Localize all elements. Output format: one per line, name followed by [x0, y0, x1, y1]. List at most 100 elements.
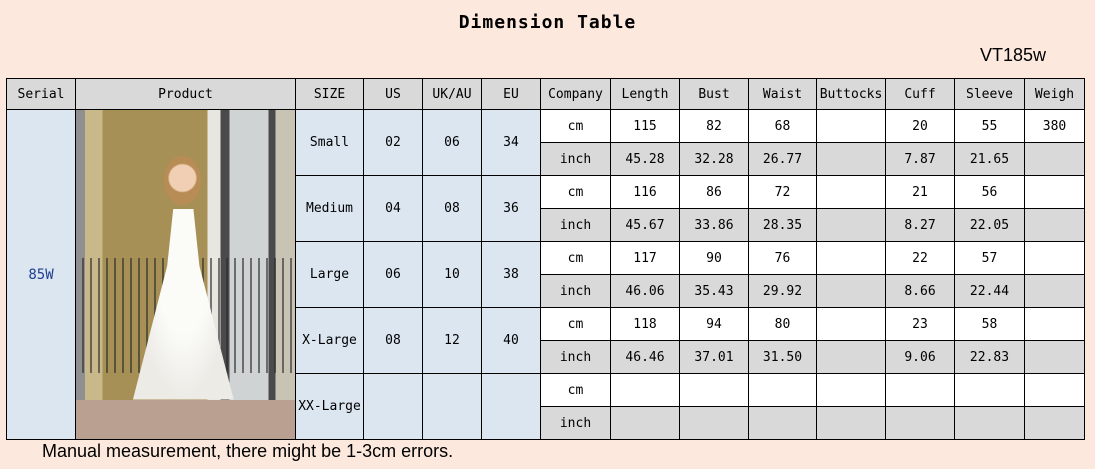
uk-au-size-cell — [422, 373, 482, 440]
waist-cell: 28.35 — [748, 208, 817, 242]
weigh-cell — [1024, 373, 1085, 407]
waist-cell: 31.50 — [748, 340, 817, 374]
length-cell: 115 — [610, 109, 680, 143]
sleeve-cell: 22.44 — [954, 274, 1025, 308]
size-cell: X-Large — [295, 307, 364, 374]
table-row: inch 46.46 37.01 31.50 9.06 22.83 — [7, 340, 1085, 374]
column-header: Serial — [6, 78, 76, 110]
cuff-cell: 20 — [885, 109, 955, 143]
eu-size-cell: 38 — [481, 241, 541, 308]
weigh-cell — [1024, 406, 1085, 440]
sleeve-cell: 56 — [954, 175, 1025, 209]
eu-size-cell — [481, 373, 541, 440]
size-cell: Small — [295, 109, 364, 176]
length-cell — [610, 373, 680, 407]
serial-cell: 85W — [6, 109, 76, 440]
bust-cell — [679, 373, 749, 407]
bust-cell: 37.01 — [679, 340, 749, 374]
length-cell — [610, 406, 680, 440]
length-cell: 118 — [610, 307, 680, 341]
column-header: UK/AU — [422, 78, 482, 110]
cuff-cell: 22 — [885, 241, 955, 275]
column-header: US — [363, 78, 423, 110]
buttocks-cell — [816, 109, 886, 143]
column-header: Length — [610, 78, 680, 110]
weigh-cell — [1024, 208, 1085, 242]
bust-cell: 35.43 — [679, 274, 749, 308]
column-header: Company — [540, 78, 611, 110]
eu-size-cell: 34 — [481, 109, 541, 176]
weigh-cell — [1024, 274, 1085, 308]
uk-au-size-cell: 12 — [422, 307, 482, 374]
dimension-table: Serial Product SIZE US UK/AU EU Company Length B… — [6, 78, 1085, 440]
length-cell: 117 — [610, 241, 680, 275]
length-cell: 46.46 — [610, 340, 680, 374]
column-header: Bust — [679, 78, 749, 110]
cuff-cell: 23 — [885, 307, 955, 341]
cuff-cell: 8.66 — [885, 274, 955, 308]
waist-cell — [748, 373, 817, 407]
bust-cell: 94 — [679, 307, 749, 341]
weigh-cell — [1024, 175, 1085, 209]
bust-cell: 90 — [679, 241, 749, 275]
size-cell: Large — [295, 241, 364, 308]
sleeve-cell — [954, 406, 1025, 440]
column-header: Product — [75, 78, 296, 110]
unit-cell: cm — [540, 175, 611, 209]
column-header: Waist — [748, 78, 817, 110]
buttocks-cell — [816, 373, 886, 407]
waist-cell: 29.92 — [748, 274, 817, 308]
unit-cell: inch — [540, 142, 611, 176]
page-title: Dimension Table — [458, 12, 637, 33]
size-cell: Medium — [295, 175, 364, 242]
bust-cell: 82 — [679, 109, 749, 143]
column-header: Cuff — [885, 78, 955, 110]
unit-cell: inch — [540, 406, 611, 440]
waist-cell: 76 — [748, 241, 817, 275]
unit-cell: cm — [540, 241, 611, 275]
waist-cell: 68 — [748, 109, 817, 143]
cuff-cell — [885, 373, 955, 407]
sleeve-cell: 22.83 — [954, 340, 1025, 374]
buttocks-cell — [816, 241, 886, 275]
waist-cell — [748, 406, 817, 440]
us-size-cell — [363, 373, 423, 440]
cuff-cell: 8.27 — [885, 208, 955, 242]
product-code: VT185w — [980, 45, 1047, 65]
unit-cell: inch — [540, 340, 611, 374]
length-cell: 46.06 — [610, 274, 680, 308]
us-size-cell: 04 — [363, 175, 423, 242]
table-row: 85W Small 02 06 34 cm 115 82 68 20 55 380 — [6, 109, 1085, 440]
uk-au-size-cell: 08 — [422, 175, 482, 242]
uk-au-size-cell: 10 — [422, 241, 482, 308]
table-row: XX-Large cm — [7, 373, 1085, 440]
column-header: EU — [481, 78, 541, 110]
bust-cell: 33.86 — [679, 208, 749, 242]
size-cell: XX-Large — [295, 373, 364, 440]
cuff-cell — [885, 406, 955, 440]
bust-cell: 86 — [679, 175, 749, 209]
buttocks-cell — [816, 208, 886, 242]
unit-cell: cm — [540, 307, 611, 341]
weigh-cell — [1024, 142, 1085, 176]
table-row: Medium 04 08 36 cm 116 86 72 21 56 — [7, 175, 1085, 242]
length-cell: 116 — [610, 175, 680, 209]
us-size-cell: 06 — [363, 241, 423, 308]
waist-cell: 80 — [748, 307, 817, 341]
uk-au-size-cell: 06 — [422, 109, 482, 176]
sleeve-cell: 22.05 — [954, 208, 1025, 242]
table-row: Large 06 10 38 cm 117 90 76 22 57 — [7, 241, 1085, 308]
eu-size-cell: 40 — [481, 307, 541, 374]
column-header: Weigh — [1024, 78, 1085, 110]
bust-cell — [679, 406, 749, 440]
buttocks-cell — [816, 340, 886, 374]
buttocks-cell — [816, 175, 886, 209]
buttocks-cell — [816, 406, 886, 440]
sleeve-cell: 21.65 — [954, 142, 1025, 176]
unit-cell: cm — [540, 373, 611, 407]
table-row: inch — [7, 406, 1085, 440]
eu-size-cell: 36 — [481, 175, 541, 242]
cuff-cell: 9.06 — [885, 340, 955, 374]
sleeve-cell: 55 — [954, 109, 1025, 143]
us-size-cell: 08 — [363, 307, 423, 374]
